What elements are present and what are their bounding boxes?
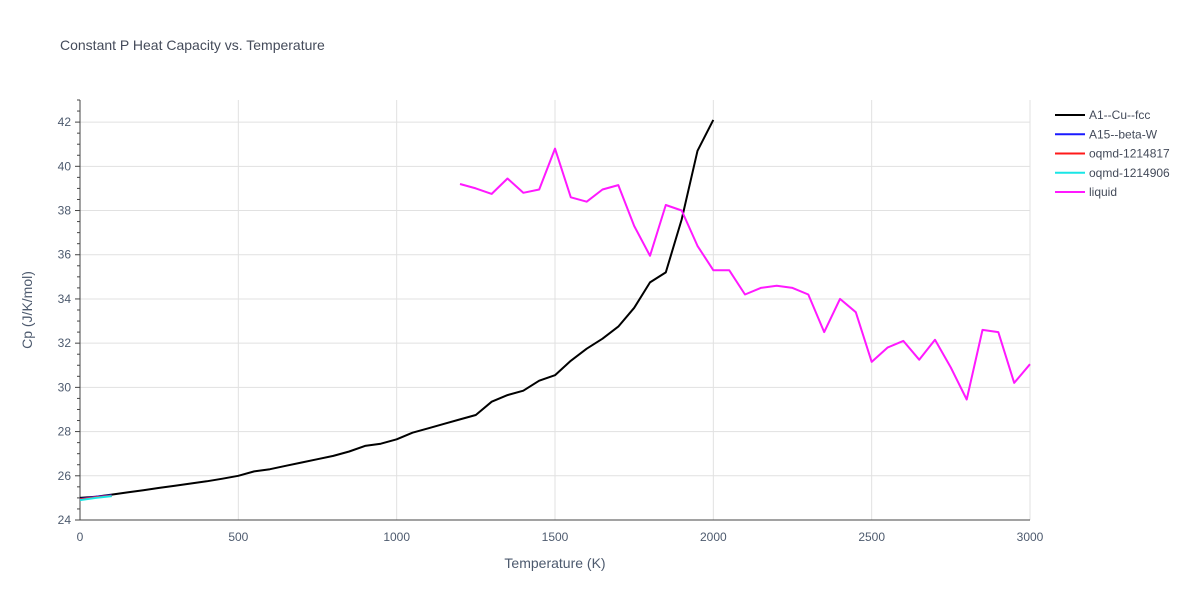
y-tick-label: 40	[58, 159, 72, 173]
series-line-a1-cu-fcc	[79, 119, 715, 499]
legend-label-oqmd-1214817: oqmd-1214817	[1089, 147, 1170, 161]
chart-title: Constant P Heat Capacity vs. Temperature	[60, 37, 325, 53]
x-tick-label: 1000	[383, 530, 410, 544]
y-tick-label: 26	[58, 469, 72, 483]
series-line-liquid	[459, 147, 1031, 401]
y-tick-label: 42	[58, 115, 72, 129]
y-tick-label: 24	[58, 513, 72, 527]
legend-label-a1-cu-fcc: A1--Cu--fcc	[1089, 108, 1150, 122]
y-tick-label: 38	[58, 204, 72, 218]
grid	[80, 100, 1031, 520]
y-tick-label: 32	[58, 336, 72, 350]
y-tick-label: 28	[58, 425, 72, 439]
x-tick-label: 2000	[700, 530, 727, 544]
legend-label-a15-beta-w: A15--beta-W	[1089, 127, 1158, 141]
y-axis-title: Cp (J/K/mol)	[19, 271, 35, 349]
x-axis-title: Temperature (K)	[504, 555, 605, 571]
series-line-oqmd-1214906	[79, 495, 112, 502]
y-tick-label: 36	[58, 248, 72, 262]
x-tick-label: 500	[228, 530, 248, 544]
legend-label-liquid: liquid	[1089, 185, 1117, 199]
x-tick-label: 3000	[1017, 530, 1044, 544]
plot-area	[79, 119, 1031, 502]
axes: 0 500 1000 1500 2000 2500 3000 24 26 28 30 32 34 36 38…	[58, 99, 1044, 544]
y-tick-label: 34	[58, 292, 72, 306]
x-tick-label: 2500	[858, 530, 885, 544]
legend: A1--Cu--fcc A15--beta-W oqmd-1214817 oqmd-1…	[1055, 108, 1170, 199]
x-tick-label: 1500	[542, 530, 569, 544]
legend-label-oqmd-1214906: oqmd-1214906	[1089, 166, 1170, 180]
x-tick-label: 0	[77, 530, 84, 544]
y-tick-label: 30	[58, 380, 72, 394]
